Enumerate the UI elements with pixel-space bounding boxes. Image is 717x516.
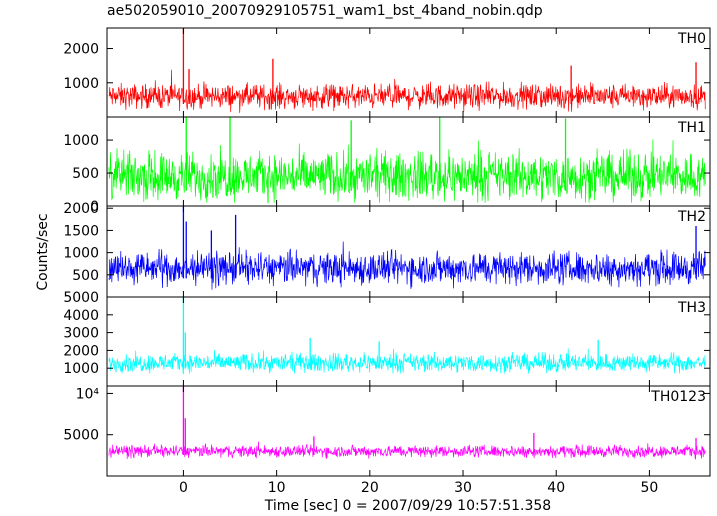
y-tick-label-th0123-0: 5000 xyxy=(63,428,99,444)
panel-frame-th3 xyxy=(106,296,711,387)
panel-frame-th0123 xyxy=(106,385,711,477)
series-line-th0 xyxy=(108,69,706,113)
x-tick-label-1: 10 xyxy=(268,480,286,496)
x-tick-label-2: 20 xyxy=(361,480,379,496)
y-tick-label-th3-4: 5000 xyxy=(63,290,99,306)
series-line-th3 xyxy=(108,348,706,375)
plot-title: ae502059010_20070929105751_wam1_bst_4ban… xyxy=(107,3,543,19)
x-tick-label-0: 0 xyxy=(179,480,188,496)
y-tick-label-th2-0: 500 xyxy=(72,268,99,284)
y-tick-label-th0-1: 2000 xyxy=(63,42,99,58)
band-label-th3: TH3 xyxy=(677,300,706,316)
panel-th1: 0 500 1000 TH1 xyxy=(63,116,711,215)
y-tick-label-th0-0: 1000 xyxy=(63,76,99,92)
y-tick-label-th1-0: 0 xyxy=(90,199,99,215)
y-tick-label-th3-2: 3000 xyxy=(63,326,99,342)
y-tick-label-th3-0: 1000 xyxy=(63,361,99,377)
panel-th0123: 5000 10⁴ TH0123 xyxy=(63,385,711,477)
band-label-th2: TH2 xyxy=(677,209,706,225)
band-label-th0123: TH0123 xyxy=(650,389,706,405)
x-tick-label-3: 30 xyxy=(454,480,472,496)
y-tick-label-th3-3: 4000 xyxy=(63,308,99,324)
panel-th0: 1000 2000 TH0 xyxy=(63,27,711,118)
y-tick-label-th2-1: 1000 xyxy=(63,246,99,262)
band-label-th0: TH0 xyxy=(677,31,706,47)
y-tick-label-th2-3: 2000 xyxy=(63,201,99,217)
series-line-th2 xyxy=(108,241,706,290)
x-tick-label-4: 40 xyxy=(547,480,565,496)
x-axis-label: Time [sec] 0 = 2007/09/29 10:57:51.358 xyxy=(264,498,552,514)
series-line-th0123 xyxy=(108,441,706,460)
y-tick-label-th0123-1: 10⁴ xyxy=(76,386,100,402)
y-tick-label-th3-1: 2000 xyxy=(63,343,99,359)
series-line-th1 xyxy=(108,139,706,204)
panel-th2: 500 1000 1500 2000 TH2 xyxy=(63,201,711,298)
y-tick-label-th1-1: 500 xyxy=(72,166,99,182)
x-tick-label-5: 50 xyxy=(641,480,659,496)
band-label-th1: TH1 xyxy=(677,120,706,136)
y-tick-label-th2-2: 1500 xyxy=(63,223,99,239)
y-tick-label-th1-2: 1000 xyxy=(63,133,99,149)
